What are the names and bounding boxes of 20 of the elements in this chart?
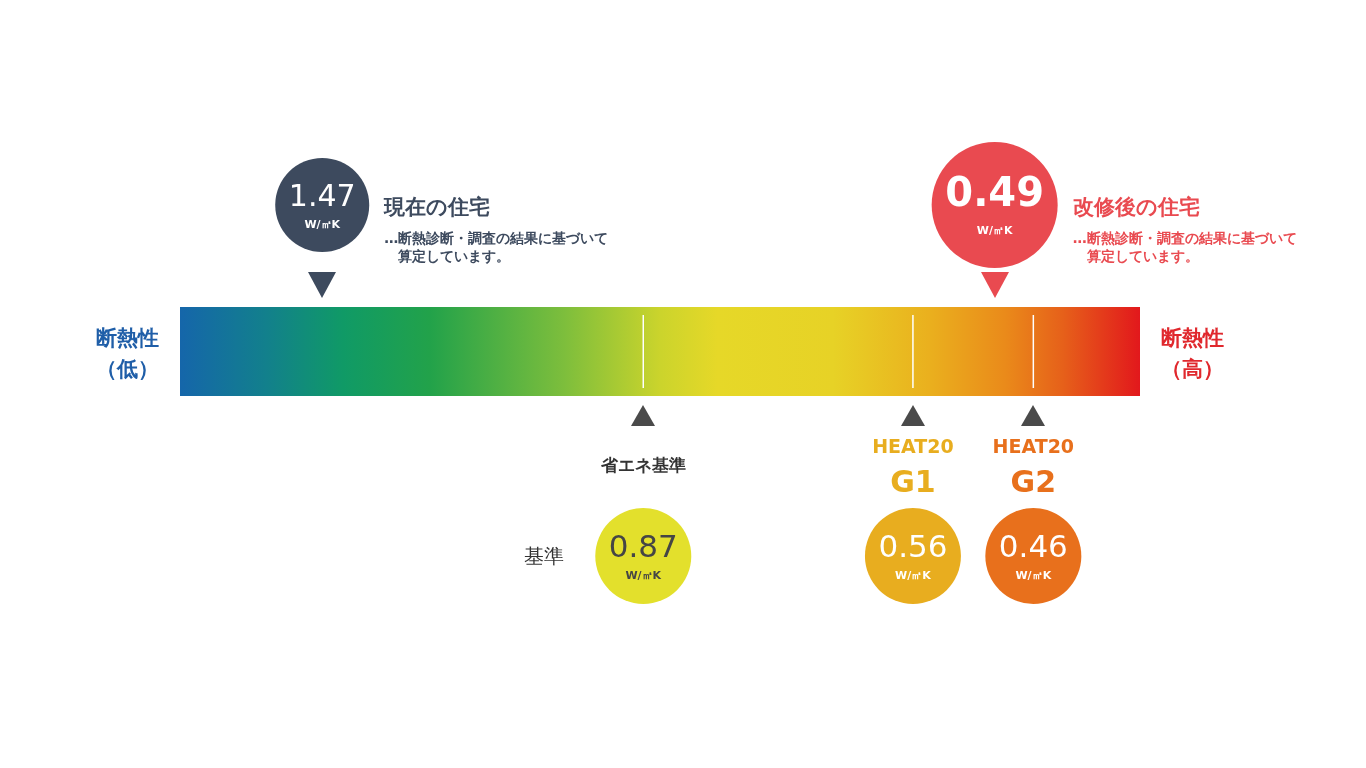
- text: W/㎡K: [895, 569, 931, 583]
- data-label: 0.46: [998, 527, 1068, 564]
- text: 断熱性（低）: [94, 325, 160, 383]
- text: W/㎡K: [304, 217, 341, 231]
- text: 断熱性（高）: [1159, 325, 1225, 383]
- text: …断熱診断・調査の結果に基づいて算定しています。: [1072, 229, 1298, 265]
- text: W/㎡K: [976, 224, 1013, 238]
- series-label: 基準: [524, 543, 565, 570]
- data-label: 0.56: [878, 527, 948, 564]
- data-label: 1.47: [288, 177, 356, 213]
- text: W/㎡K: [625, 569, 662, 583]
- text: …断熱診断・調査の結果に基づいて算定しています。: [384, 229, 610, 265]
- category-label: 改修後の住宅: [1072, 195, 1200, 220]
- text: W/㎡K: [1015, 569, 1052, 583]
- data-label: 0.49: [945, 168, 1045, 215]
- category-label: 現在の住宅: [383, 195, 491, 220]
- category-label: 省エネ基準: [599, 455, 686, 476]
- category-label: HEAT20 G1: [872, 434, 954, 499]
- category-label: HEAT20 G2: [992, 434, 1075, 499]
- data-label: 0.87: [608, 527, 678, 564]
